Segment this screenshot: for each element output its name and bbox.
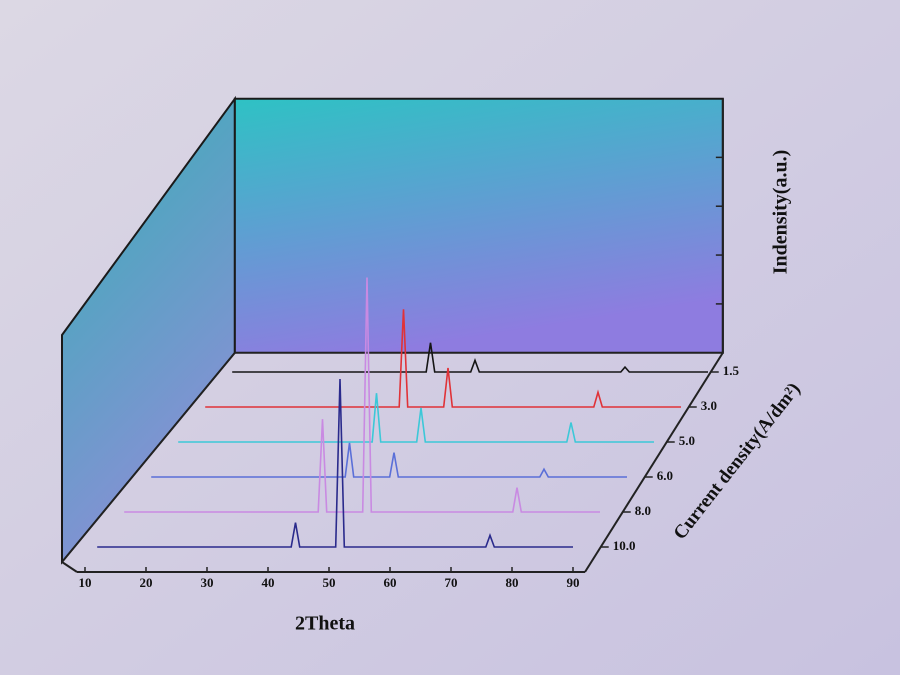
x-tick-label: 30 — [201, 575, 214, 590]
x-tick-label: 60 — [384, 575, 397, 590]
depth-tick-label: 8.0 — [635, 503, 651, 518]
x-tick-label: 40 — [262, 575, 275, 590]
series-line — [124, 277, 600, 513]
series-line — [151, 442, 627, 478]
series-line — [97, 378, 573, 548]
depth-tick-label: 3.0 — [701, 398, 717, 413]
x-tick-label: 70 — [445, 575, 458, 590]
x-tick-label: 20 — [140, 575, 153, 590]
series-line — [205, 309, 681, 408]
depth-axis — [584, 352, 724, 573]
depth-tick-label: 6.0 — [657, 468, 673, 483]
x-axis-left-edge — [61, 561, 78, 573]
x-tick-label: 50 — [323, 575, 336, 590]
z-axis-label: Indensity(a.u.) — [770, 150, 792, 274]
depth-tick-label: 1.5 — [723, 363, 740, 378]
x-tick-label: 80 — [506, 575, 519, 590]
series-line — [232, 342, 708, 373]
x-axis-label: 2Theta — [295, 613, 355, 635]
back-wall — [233, 97, 724, 354]
plot: 10 20 30 40 50 60 70 80 90 1.5 3.0 5.0 6.0 8.0 10.0 — [61, 98, 740, 590]
depth-tick-label: 10.0 — [613, 538, 636, 553]
floor-edge — [61, 352, 236, 563]
x-tick-label: 10 — [79, 575, 92, 590]
series-line — [178, 393, 654, 443]
x-tick-label: 90 — [567, 575, 580, 590]
depth-tick-label: 5.0 — [679, 433, 695, 448]
walls — [61, 95, 724, 565]
